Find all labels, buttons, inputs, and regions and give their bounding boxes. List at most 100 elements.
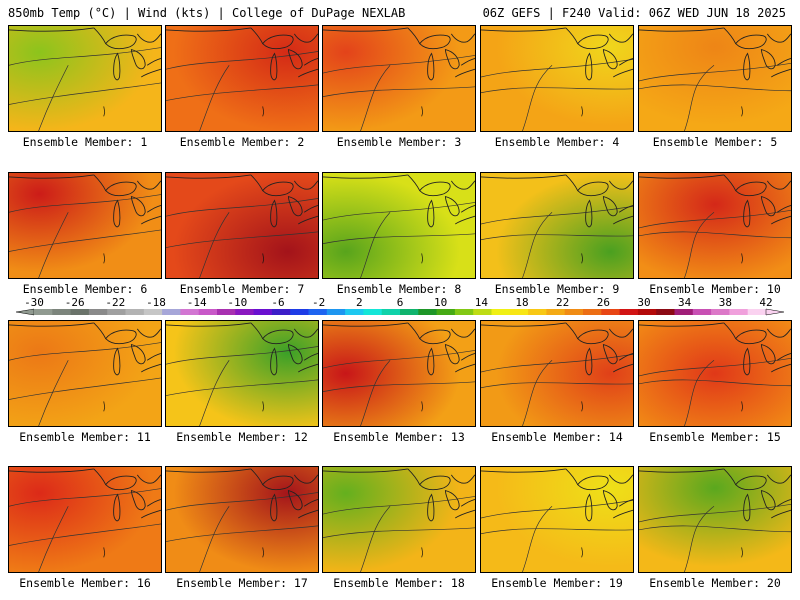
- temperature-field: [166, 321, 318, 426]
- height-contour-lines: [323, 350, 475, 426]
- ensemble-member-label: Ensemble Member: 6: [22, 282, 148, 296]
- colorbar-tick-label: 14: [475, 296, 489, 309]
- colorbar-tick-label: 22: [556, 296, 569, 309]
- colorbar-swatch: [711, 309, 730, 315]
- temperature-field: [323, 173, 475, 278]
- ensemble-member-label: Ensemble Member: 10: [649, 282, 781, 296]
- temperature-field: [639, 321, 791, 426]
- temperature-field: [166, 26, 318, 131]
- colorbar-swatch: [290, 309, 309, 315]
- colorbar-swatch: [162, 309, 181, 315]
- colorbar-swatch: [235, 309, 254, 315]
- great-lakes-outline: [481, 27, 633, 81]
- ensemble-member-map[interactable]: [638, 25, 792, 132]
- ensemble-member-label: Ensemble Member: 19: [491, 576, 623, 590]
- colorbar-swatch: [217, 309, 236, 315]
- colorbar-tick-label: -2: [312, 296, 325, 309]
- colorbar-tick-label: -26: [65, 296, 85, 309]
- colorbar-tick-label: -22: [105, 296, 125, 309]
- ensemble-member-map[interactable]: [8, 25, 162, 132]
- colorbar-tick-label: 2: [356, 296, 363, 309]
- ensemble-member-label: Ensemble Member: 14: [491, 430, 623, 444]
- ensemble-member-map[interactable]: [480, 320, 634, 427]
- great-lakes-outline: [323, 322, 475, 376]
- height-contour-lines: [9, 194, 161, 278]
- ensemble-member-map[interactable]: [165, 466, 319, 573]
- height-contour-lines: [166, 492, 318, 572]
- colorbar-swatch: [729, 309, 749, 315]
- colorbar-tick-label: -30: [24, 296, 44, 309]
- temperature-field: [481, 467, 633, 572]
- ensemble-member-label: Ensemble Member: 1: [22, 135, 148, 149]
- great-lakes-outline: [481, 174, 633, 228]
- colorbar-swatch: [656, 309, 675, 315]
- colorbar-swatch: [253, 309, 273, 315]
- great-lakes-outline: [639, 27, 791, 81]
- temperature-field: [9, 173, 161, 278]
- colorbar-tick-label: 38: [719, 296, 732, 309]
- ensemble-member-map[interactable]: [480, 466, 634, 573]
- height-contour-lines: [323, 202, 475, 278]
- temperature-field: [481, 26, 633, 131]
- ensemble-member-label: Ensemble Member: 4: [494, 135, 620, 149]
- colorbar-tick-label: 10: [434, 296, 447, 309]
- great-lakes-outline: [9, 174, 161, 228]
- colorbar-tick-label: -6: [271, 296, 284, 309]
- temperature-field: [639, 173, 791, 278]
- colorbar-tick-label: 34: [678, 296, 692, 309]
- ensemble-member-label: Ensemble Member: 18: [333, 576, 465, 590]
- great-lakes-outline: [639, 468, 791, 522]
- ensemble-member-map[interactable]: [165, 25, 319, 132]
- ensemble-member-map[interactable]: [165, 320, 319, 427]
- ensemble-member-map[interactable]: [322, 466, 476, 573]
- ensemble-member-map[interactable]: [480, 172, 634, 279]
- height-contour-lines: [166, 198, 318, 278]
- colorbar-swatch: [125, 309, 145, 315]
- colorbar-tick-label: -10: [227, 296, 247, 309]
- colorbar-swatch: [198, 309, 218, 315]
- ensemble-member-map[interactable]: [322, 320, 476, 427]
- colorbar-swatch: [583, 309, 602, 315]
- map-title: 850mb Temp (°C) | Wind (kts) | College o…: [8, 6, 406, 20]
- colorbar-swatch: [308, 309, 328, 315]
- ensemble-member-map[interactable]: [8, 172, 162, 279]
- temperature-field: [639, 467, 791, 572]
- great-lakes-outline: [481, 468, 633, 522]
- ensemble-member-map[interactable]: [165, 172, 319, 279]
- colorbar-swatch: [619, 309, 639, 315]
- ensemble-member-map[interactable]: [8, 320, 162, 427]
- colorbar-swatch: [564, 309, 584, 315]
- ensemble-member-label: Ensemble Member: 2: [179, 135, 305, 149]
- colorbar-swatch: [601, 309, 620, 315]
- colorbar-swatch: [363, 309, 383, 315]
- ensemble-member-map[interactable]: [638, 466, 792, 573]
- ensemble-member-map[interactable]: [638, 320, 792, 427]
- temperature-colorbar: -30 -26 -22 -18 -14 -10 -6 -2 2 6 10 14 18 22 26 30 34 38…: [15, 296, 785, 316]
- height-contour-lines: [481, 206, 633, 278]
- ensemble-member-label: Ensemble Member: 7: [179, 282, 305, 296]
- colorbar-swatch: [345, 309, 364, 315]
- ensemble-member-map[interactable]: [8, 466, 162, 573]
- height-contour-lines: [481, 59, 633, 131]
- height-contour-lines: [9, 47, 161, 131]
- temperature-field: [323, 467, 475, 572]
- ensemble-member-map[interactable]: [638, 172, 792, 279]
- colorbar-swatch: [180, 309, 200, 315]
- colorbar-swatch: [528, 309, 547, 315]
- great-lakes-outline: [639, 174, 791, 228]
- colorbar-tick-label: 42: [759, 296, 772, 309]
- colorbar-tick-label: 18: [515, 296, 528, 309]
- colorbar-swatch: [674, 309, 694, 315]
- great-lakes-outline: [323, 468, 475, 522]
- colorbar-swatch: [418, 309, 437, 315]
- ensemble-member-map[interactable]: [322, 25, 476, 132]
- ensemble-member-map[interactable]: [480, 25, 634, 132]
- colorbar-swatch: [491, 309, 511, 315]
- great-lakes-outline: [166, 468, 318, 522]
- colorbar-tick-label: 26: [597, 296, 610, 309]
- ensemble-member-label: Ensemble Member: 3: [336, 135, 462, 149]
- ensemble-member-map[interactable]: [322, 172, 476, 279]
- colorbar-high-arrow: [765, 308, 785, 316]
- ensemble-member-label: Ensemble Member: 8: [336, 282, 462, 296]
- height-contour-lines: [481, 500, 633, 572]
